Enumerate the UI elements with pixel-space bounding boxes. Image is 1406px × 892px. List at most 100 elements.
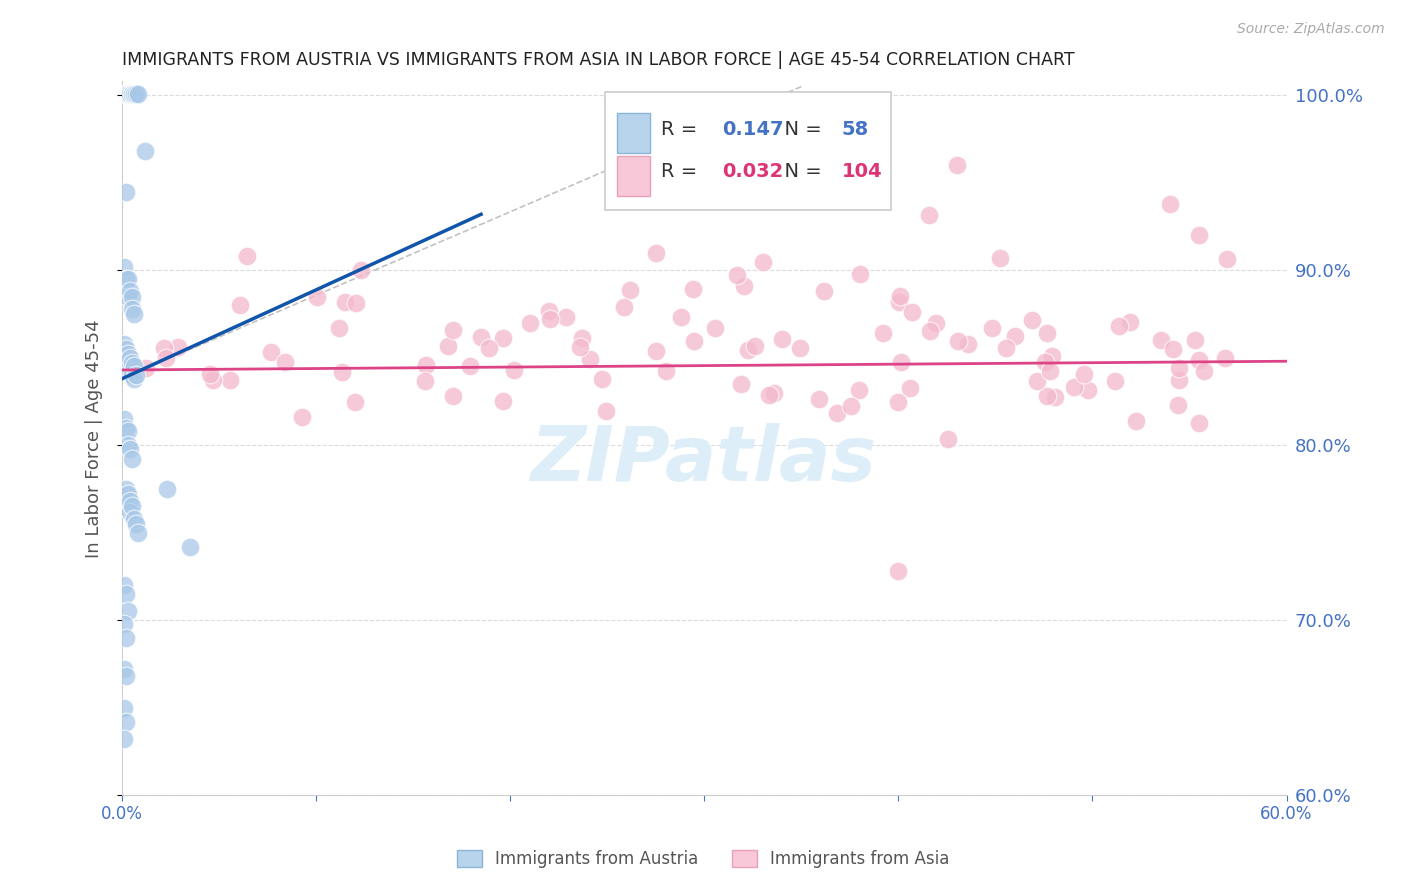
Point — [121, 289, 143, 303]
Point — [335, 294, 357, 309]
Point — [1040, 349, 1063, 363]
Point — [737, 343, 759, 357]
Point — [1187, 352, 1209, 367]
Point — [538, 312, 561, 326]
Point — [981, 321, 1004, 335]
Point — [124, 368, 146, 383]
Point — [415, 359, 437, 373]
Point — [1150, 333, 1173, 347]
Point — [1036, 389, 1059, 403]
Point — [1215, 351, 1237, 365]
Point — [124, 516, 146, 531]
Point — [595, 404, 617, 418]
Point — [112, 260, 135, 274]
Point — [491, 331, 513, 345]
Point — [121, 87, 143, 101]
Bar — [617, 156, 650, 195]
Point — [121, 301, 143, 316]
Point — [619, 283, 641, 297]
Bar — [617, 113, 650, 153]
Point — [332, 365, 354, 379]
Point — [200, 368, 222, 382]
Point — [156, 482, 179, 496]
Point — [115, 272, 138, 286]
Point — [112, 616, 135, 631]
Point — [291, 410, 314, 425]
Point — [441, 389, 464, 403]
Point — [121, 452, 143, 467]
Point — [644, 245, 666, 260]
Point — [115, 669, 138, 683]
Point — [703, 321, 725, 335]
Point — [956, 337, 979, 351]
Point — [1035, 326, 1057, 340]
Point — [155, 351, 177, 365]
Point — [762, 386, 785, 401]
Point — [122, 359, 145, 374]
Point — [1077, 383, 1099, 397]
Point — [807, 392, 830, 406]
Point — [890, 355, 912, 369]
Point — [898, 381, 921, 395]
Point — [118, 351, 141, 365]
Point — [118, 494, 141, 508]
Legend: Immigrants from Austria, Immigrants from Asia: Immigrants from Austria, Immigrants from… — [450, 843, 956, 875]
Text: N =: N = — [772, 162, 828, 181]
Point — [260, 344, 283, 359]
Point — [118, 365, 141, 379]
Point — [770, 332, 793, 346]
Text: 0.032: 0.032 — [721, 162, 783, 181]
Point — [1118, 315, 1140, 329]
Point — [115, 714, 138, 729]
Point — [413, 374, 436, 388]
Point — [1168, 373, 1191, 387]
Point — [218, 373, 240, 387]
Point — [730, 376, 752, 391]
Point — [491, 394, 513, 409]
Point — [121, 356, 143, 370]
Point — [825, 406, 848, 420]
Point — [889, 288, 911, 302]
Point — [112, 412, 135, 426]
Point — [994, 341, 1017, 355]
Point — [112, 578, 135, 592]
Point — [887, 564, 910, 578]
Point — [124, 87, 146, 101]
Point — [503, 363, 526, 377]
Point — [115, 342, 138, 356]
Point — [591, 372, 613, 386]
Point — [305, 289, 328, 303]
Text: R =: R = — [661, 162, 704, 181]
Point — [115, 587, 138, 601]
Point — [166, 340, 188, 354]
Point — [349, 262, 371, 277]
Point — [1194, 364, 1216, 378]
Point — [117, 87, 139, 101]
Point — [945, 158, 967, 172]
Point — [274, 355, 297, 369]
Point — [872, 326, 894, 341]
Point — [1216, 252, 1239, 266]
Text: ZIPatlas: ZIPatlas — [531, 423, 877, 497]
Point — [918, 324, 941, 338]
Point — [115, 87, 138, 101]
Point — [344, 296, 367, 310]
Point — [112, 662, 135, 676]
Point — [343, 395, 366, 409]
Point — [135, 360, 157, 375]
Point — [578, 352, 600, 367]
Point — [1004, 328, 1026, 343]
Point — [789, 341, 811, 355]
Point — [988, 252, 1011, 266]
Point — [1108, 319, 1130, 334]
Point — [153, 342, 176, 356]
Point — [1073, 368, 1095, 382]
Text: IMMIGRANTS FROM AUSTRIA VS IMMIGRANTS FROM ASIA IN LABOR FORCE | AGE 45-54 CORRE: IMMIGRANTS FROM AUSTRIA VS IMMIGRANTS FR… — [122, 51, 1074, 69]
Point — [1045, 390, 1067, 404]
Point — [1125, 413, 1147, 427]
Point — [127, 87, 149, 101]
Point — [201, 373, 224, 387]
Point — [848, 383, 870, 397]
Point — [118, 87, 141, 101]
Point — [115, 420, 138, 434]
